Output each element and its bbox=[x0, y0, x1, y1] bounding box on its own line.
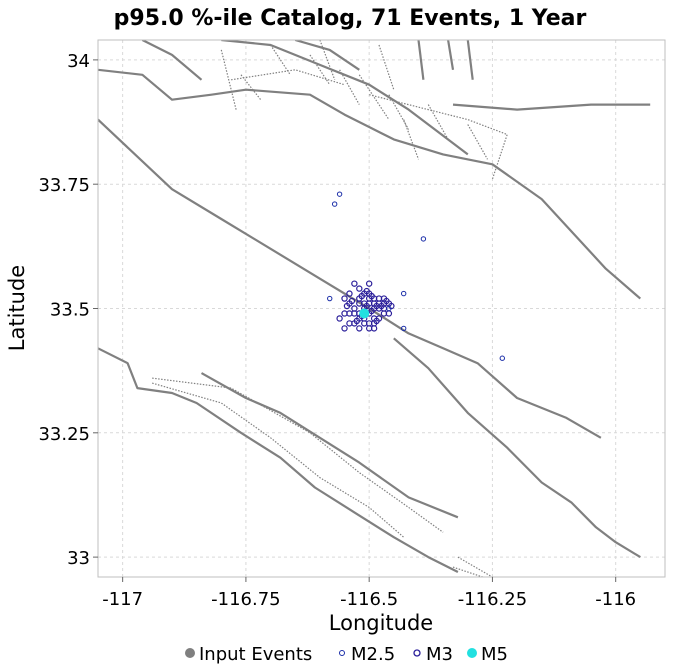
event-m3-0 bbox=[351, 280, 358, 287]
fault-solid-5 bbox=[452, 103, 651, 111]
event-m3-1 bbox=[356, 285, 363, 292]
event-m25-5 bbox=[400, 325, 407, 332]
event-m3-54 bbox=[343, 302, 351, 310]
event-m3-42 bbox=[336, 315, 343, 322]
legend-marker-1 bbox=[339, 650, 345, 656]
y-tick-label-4: 33 bbox=[67, 548, 90, 569]
event-m25-4 bbox=[400, 290, 407, 297]
event-m3-40 bbox=[365, 320, 373, 327]
fault-dotted-14 bbox=[220, 49, 237, 110]
legend-label-1: M2.5 bbox=[351, 644, 395, 665]
event-m3-51 bbox=[378, 302, 385, 310]
event-m3-43 bbox=[346, 290, 353, 297]
event-m3-56 bbox=[373, 317, 380, 325]
event-markers bbox=[327, 191, 505, 361]
fault-solid-11 bbox=[466, 40, 474, 80]
legend-marker-2 bbox=[413, 649, 421, 657]
fault-dotted-17 bbox=[403, 119, 420, 160]
fault-lines bbox=[98, 40, 651, 577]
x-axis-label: Longitude bbox=[329, 611, 433, 635]
fault-solid-0 bbox=[98, 68, 642, 300]
event-m25-7 bbox=[386, 305, 392, 312]
fault-solid-4 bbox=[98, 347, 459, 573]
event-m3-47 bbox=[368, 307, 375, 315]
event-m25-0 bbox=[336, 191, 343, 197]
y-tick-label-1: 33.75 bbox=[38, 175, 90, 196]
fault-dotted-2 bbox=[457, 556, 493, 577]
event-m3-50 bbox=[348, 297, 356, 305]
x-tick-label-2: -116.5 bbox=[340, 589, 398, 610]
fault-dotted-16 bbox=[378, 44, 395, 90]
y-tick-label-0: 34 bbox=[67, 51, 90, 72]
fault-dotted-15 bbox=[319, 40, 336, 81]
x-tick-label-3: -116.25 bbox=[458, 589, 527, 610]
legend-label-3: M5 bbox=[481, 644, 508, 665]
event-m25-6 bbox=[327, 295, 333, 302]
event-m3-34 bbox=[351, 305, 358, 312]
event-m3-52 bbox=[353, 317, 361, 325]
fault-dotted-6 bbox=[309, 54, 331, 86]
fault-solid-6 bbox=[141, 40, 203, 81]
x-tick-label-1: -116.75 bbox=[211, 589, 280, 610]
fault-solid-3 bbox=[200, 372, 459, 519]
y-axis-label: Latitude bbox=[5, 265, 29, 351]
event-m3-46 bbox=[363, 302, 370, 310]
event-m3-58 bbox=[368, 292, 375, 300]
y-tick-label-3: 33.25 bbox=[38, 424, 90, 445]
event-m25-2 bbox=[420, 236, 427, 242]
fault-dotted-7 bbox=[339, 69, 360, 105]
y-axis-ticks: 34 33.75 33.5 33.25 33 bbox=[38, 51, 98, 569]
event-m3-26 bbox=[356, 325, 363, 332]
fault-dotted-1 bbox=[152, 382, 405, 538]
event-m3-41 bbox=[370, 325, 378, 332]
legend-marker-3 bbox=[467, 648, 477, 658]
chart-title: p95.0 %-ile Catalog, 71 Events, 1 Year bbox=[114, 6, 587, 31]
legend-label-2: M3 bbox=[426, 644, 453, 665]
event-m25-3 bbox=[499, 355, 505, 361]
legend-label-0: Input Events bbox=[199, 644, 312, 665]
event-m5-0 bbox=[359, 308, 370, 319]
fault-dotted-4 bbox=[240, 74, 262, 101]
fault-dotted-11 bbox=[467, 124, 489, 160]
fault-solid-8 bbox=[294, 40, 360, 71]
event-m3-53 bbox=[383, 297, 390, 305]
event-m25-1 bbox=[331, 201, 338, 207]
event-m3-8 bbox=[341, 295, 348, 302]
x-tick-label-0: -117 bbox=[102, 589, 143, 610]
fault-solid-10 bbox=[447, 40, 455, 70]
event-m3-59 bbox=[358, 292, 365, 300]
fault-solid-7 bbox=[221, 40, 469, 156]
fault-solid-2 bbox=[393, 337, 641, 559]
legend-marker-0 bbox=[185, 648, 195, 658]
x-axis-ticks: -117 -116.75 -116.5 -116.25 -116 bbox=[102, 577, 636, 610]
fault-dotted-13 bbox=[231, 69, 345, 86]
fault-dotted-3 bbox=[452, 566, 483, 577]
event-m3-57 bbox=[363, 287, 370, 295]
event-m3-44 bbox=[365, 280, 373, 287]
event-m3-31 bbox=[341, 325, 348, 332]
legend: Input Events M2.5 M3 M5 bbox=[185, 644, 508, 665]
fault-solid-9 bbox=[417, 40, 425, 80]
fault-dotted-0 bbox=[152, 377, 444, 533]
fault-solid-1 bbox=[98, 118, 602, 439]
y-tick-label-2: 33.5 bbox=[50, 300, 90, 321]
x-tick-label-4: -116 bbox=[595, 589, 636, 610]
